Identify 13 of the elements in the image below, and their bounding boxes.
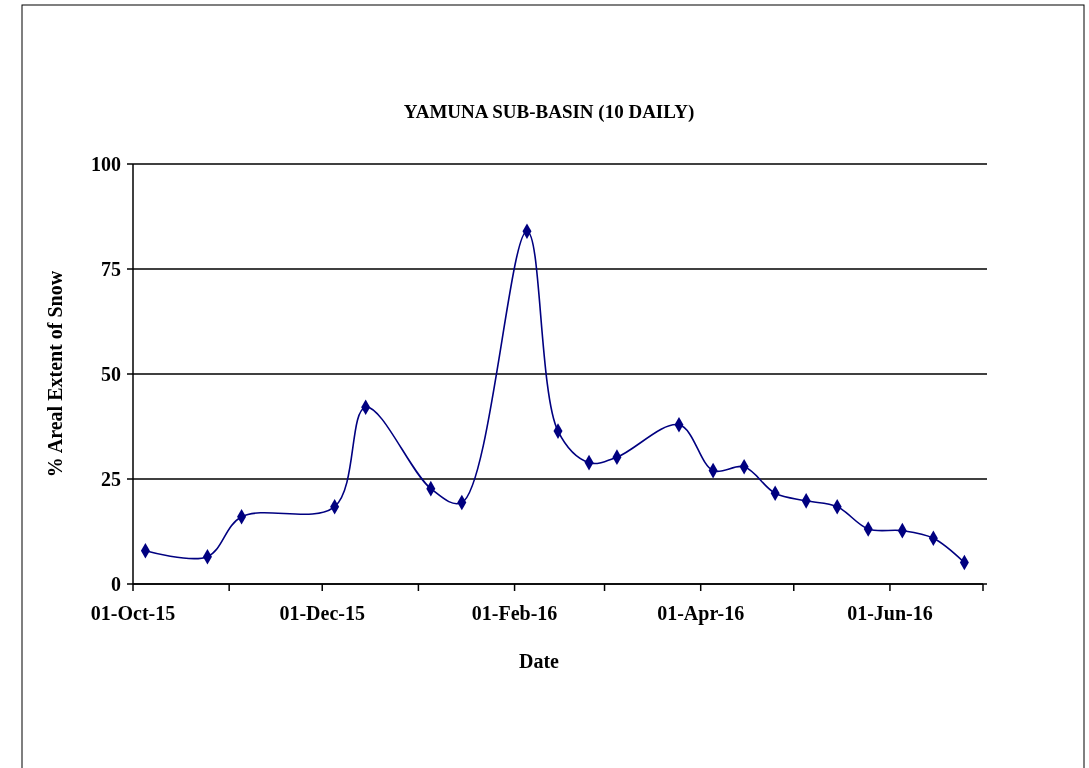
x-tick-label: 01-Jun-16 [847,602,933,624]
y-tick-label: 75 [101,258,121,280]
x-tick-label: 01-Feb-16 [471,602,558,624]
y-tick-label: 50 [101,363,121,385]
y-tick-label: 100 [91,153,121,175]
y-axis-title: % Areal Extent of Snow [44,270,66,478]
x-axis-title: Date [519,650,560,672]
y-tick-label: 0 [111,573,121,595]
x-tick-label: 01-Apr-16 [657,602,745,625]
x-tick-label: 01-Oct-15 [90,602,176,624]
x-tick-label: 01-Dec-15 [279,602,365,624]
y-tick-label: 25 [101,468,121,490]
chart-title: YAMUNA SUB-BASIN (10 DAILY) [403,101,695,123]
